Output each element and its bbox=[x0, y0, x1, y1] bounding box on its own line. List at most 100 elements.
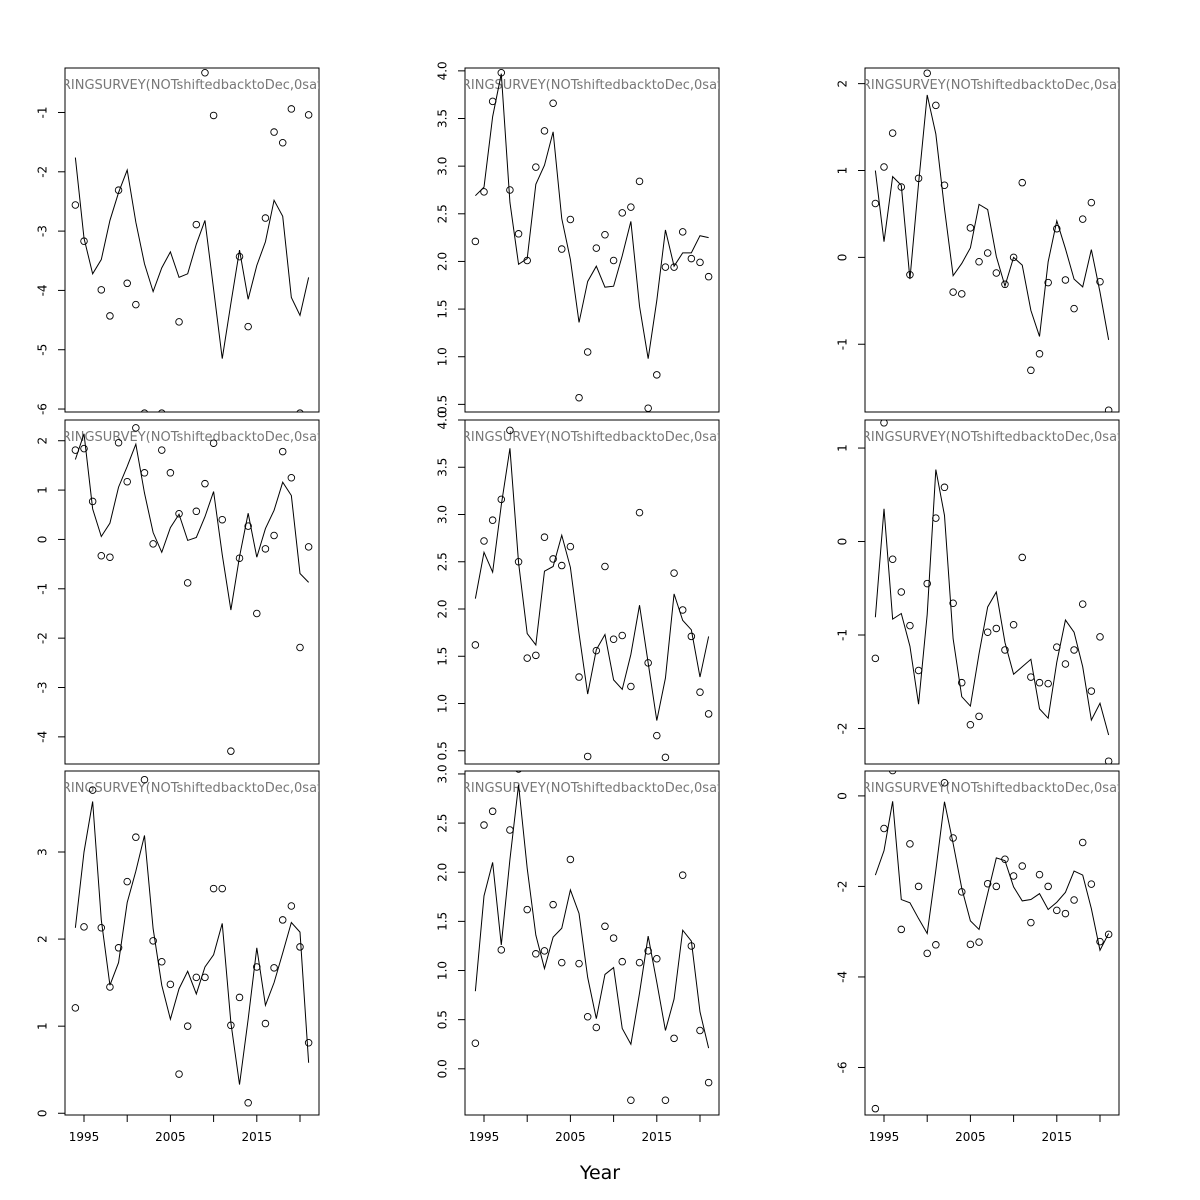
y-tick-label: 0 bbox=[836, 538, 850, 546]
data-point bbox=[618, 631, 626, 640]
panel-title: RINGSURVEY(NOTshiftedbacktoDec,0sat bbox=[862, 78, 1122, 93]
data-point bbox=[670, 263, 678, 271]
data-point bbox=[940, 779, 949, 787]
data-point bbox=[97, 551, 106, 560]
data-point bbox=[149, 937, 157, 945]
data-point bbox=[1001, 280, 1009, 289]
data-point bbox=[923, 949, 931, 958]
data-point bbox=[678, 871, 687, 879]
data-point bbox=[166, 980, 175, 989]
data-point bbox=[278, 916, 287, 924]
data-point bbox=[106, 553, 114, 561]
data-point bbox=[661, 1096, 670, 1105]
y-tick-label: 1 bbox=[836, 444, 850, 452]
data-point bbox=[244, 522, 252, 530]
data-point bbox=[653, 371, 661, 379]
data-point bbox=[575, 959, 583, 968]
y-tick-label: -5 bbox=[36, 344, 50, 356]
y-tick-label: -1 bbox=[836, 629, 850, 641]
data-point bbox=[532, 651, 540, 660]
series-line bbox=[874, 94, 1110, 340]
data-point bbox=[201, 479, 209, 488]
data-point bbox=[106, 983, 114, 991]
data-point bbox=[287, 105, 296, 113]
data-point bbox=[523, 256, 531, 265]
data-point bbox=[235, 252, 244, 261]
data-point bbox=[244, 322, 252, 331]
data-point bbox=[601, 562, 609, 571]
data-point bbox=[609, 934, 618, 942]
data-point bbox=[235, 993, 244, 1002]
series-line bbox=[874, 469, 1110, 736]
data-point bbox=[97, 924, 106, 932]
data-point bbox=[575, 673, 583, 681]
data-point bbox=[1027, 673, 1035, 681]
data-point bbox=[583, 752, 592, 761]
data-point bbox=[583, 348, 592, 356]
data-point bbox=[627, 682, 635, 691]
y-tick-label: -3 bbox=[36, 682, 50, 694]
y-tick-label: 4.0 bbox=[436, 61, 450, 80]
data-point bbox=[1078, 838, 1087, 847]
data-point bbox=[158, 409, 166, 412]
y-tick-label: -6 bbox=[836, 1061, 850, 1073]
data-point bbox=[270, 128, 278, 136]
chart-panel-5: RINGSURVEY(NOTshiftedbacktoDec,0sat 0.5 1.… bbox=[436, 410, 720, 765]
y-tick-label: 4.0 bbox=[436, 410, 450, 429]
y-tick-label: 3 bbox=[36, 848, 50, 856]
data-point bbox=[218, 515, 226, 524]
data-point bbox=[609, 635, 618, 644]
data-point bbox=[497, 69, 506, 77]
data-point bbox=[566, 542, 575, 551]
data-point bbox=[523, 905, 531, 914]
x-tick-label: 2015 bbox=[642, 1130, 673, 1144]
y-tick-label: 0 bbox=[836, 254, 850, 262]
plot-frame bbox=[864, 67, 1120, 413]
plot-frame bbox=[864, 419, 1120, 765]
y-tick-label: 0 bbox=[36, 1109, 50, 1117]
data-point bbox=[696, 688, 704, 696]
data-point bbox=[71, 1004, 80, 1012]
data-point bbox=[958, 888, 966, 896]
data-point bbox=[914, 882, 923, 891]
data-point bbox=[1096, 633, 1104, 641]
data-point bbox=[549, 900, 557, 909]
plot-frame bbox=[464, 419, 720, 765]
chart-panel-9: RINGSURVEY(NOTshiftedbacktoDec,0sat -6 -4 -… bbox=[836, 770, 1120, 1144]
data-point bbox=[871, 654, 880, 663]
data-point bbox=[175, 510, 183, 518]
data-point bbox=[1009, 620, 1018, 629]
data-point bbox=[540, 947, 549, 955]
data-point bbox=[1104, 930, 1113, 939]
x-tick-label: 1995 bbox=[869, 1130, 900, 1144]
data-point bbox=[506, 426, 514, 435]
y-tick-label: 0.5 bbox=[436, 741, 450, 760]
x-tick-label: 1995 bbox=[469, 1130, 500, 1144]
y-tick-label: 1.5 bbox=[436, 300, 450, 319]
panel-title: RINGSURVEY(NOTshiftedbacktoDec,0sat bbox=[62, 430, 322, 445]
y-tick-label: 0.5 bbox=[436, 1010, 450, 1029]
data-point bbox=[1078, 215, 1087, 223]
data-point bbox=[687, 254, 696, 263]
y-tick-label: 2.0 bbox=[436, 599, 450, 618]
data-point bbox=[966, 940, 975, 949]
data-point bbox=[88, 786, 97, 794]
panel-title: RINGSURVEY(NOTshiftedbacktoDec,0sat bbox=[462, 781, 722, 796]
data-point bbox=[558, 245, 566, 253]
plot-frame bbox=[864, 770, 1120, 1116]
data-point bbox=[278, 138, 287, 147]
data-point bbox=[983, 879, 992, 888]
data-point bbox=[480, 188, 488, 196]
data-point bbox=[1061, 909, 1070, 918]
data-point bbox=[296, 409, 304, 412]
y-tick-label: 1.5 bbox=[436, 647, 450, 666]
data-point bbox=[235, 554, 244, 562]
data-point bbox=[532, 163, 540, 171]
data-point bbox=[958, 290, 966, 298]
y-tick-label: -2 bbox=[36, 632, 50, 644]
data-point bbox=[940, 181, 949, 190]
data-point bbox=[140, 775, 149, 784]
data-point bbox=[653, 731, 661, 740]
data-point bbox=[506, 186, 514, 194]
data-point bbox=[661, 753, 670, 762]
